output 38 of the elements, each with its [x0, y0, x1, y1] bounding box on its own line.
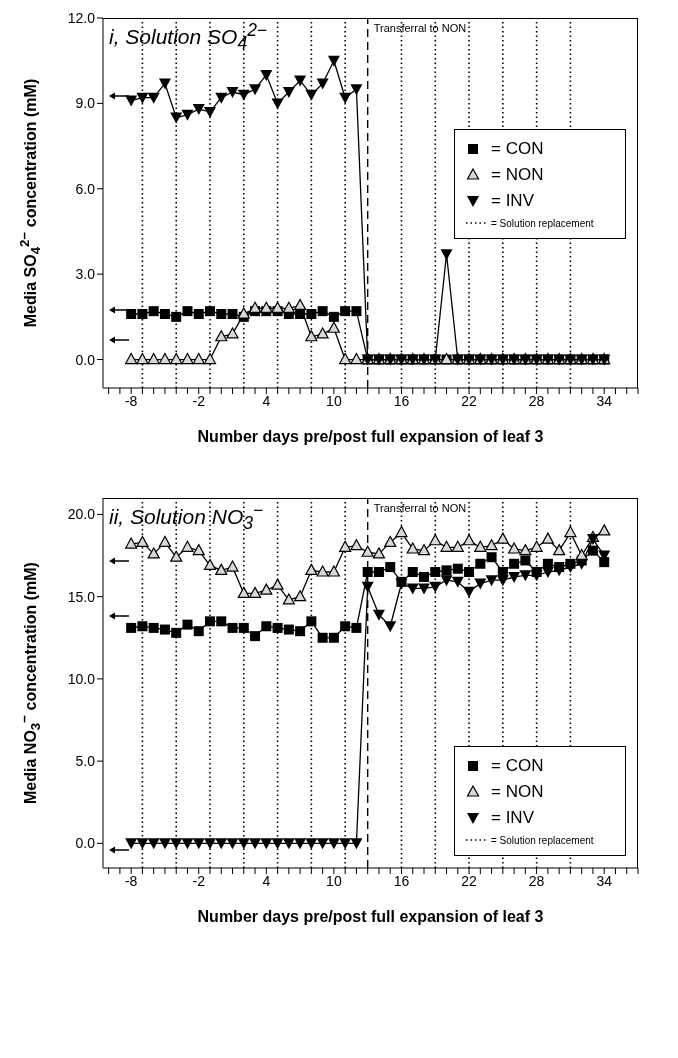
- y-tick-label: 0.0: [75, 835, 96, 852]
- x-tick-label: 10: [326, 872, 342, 889]
- x-axis-title: Number days pre/post full expansion of leaf 3: [196, 428, 545, 446]
- ref-line-label: Transferral to NON: [373, 21, 467, 34]
- annotation: = Solution replacement: [491, 835, 594, 846]
- legend-label: = NON: [491, 782, 544, 802]
- y-tick-label: 20.0: [67, 506, 96, 523]
- x-tick-label: 10: [326, 392, 342, 409]
- x-tick-label: 16: [393, 392, 410, 409]
- x-tick-label: 4: [262, 872, 271, 889]
- ref-line-label: Transferral to NON: [373, 501, 467, 514]
- legend-label: = INV: [491, 808, 534, 828]
- x-tick-label: -8: [124, 392, 138, 409]
- x-tick-label: 16: [393, 872, 410, 889]
- y-tick-label: 6.0: [75, 180, 96, 197]
- x-axis-title: Number days pre/post full expansion of leaf 3: [196, 908, 545, 926]
- x-tick-label: 28: [528, 392, 545, 409]
- x-tick-label: 22: [461, 392, 478, 409]
- y-tick-label: 0.0: [75, 351, 96, 368]
- legend-label: = NON: [491, 165, 544, 185]
- y-tick-label: 9.0: [75, 95, 96, 112]
- x-tick-label: -2: [192, 872, 206, 889]
- annotation: = Solution replacement: [491, 218, 594, 229]
- y-tick-label: 10.0: [67, 670, 96, 687]
- x-tick-label: -2: [192, 392, 206, 409]
- y-tick-label: 15.0: [67, 588, 96, 605]
- y-tick-label: 5.0: [75, 753, 96, 770]
- x-tick-label: 22: [461, 872, 478, 889]
- legend-label: = CON: [491, 139, 544, 159]
- x-tick-label: 34: [596, 392, 613, 409]
- x-tick-label: -8: [124, 872, 138, 889]
- x-tick-label: 28: [528, 872, 545, 889]
- x-tick-label: 4: [262, 392, 271, 409]
- legend-label: = INV: [491, 191, 534, 211]
- x-tick-label: 34: [596, 872, 613, 889]
- y-tick-label: 12.0: [67, 9, 96, 26]
- y-tick-label: 3.0: [75, 266, 96, 283]
- legend-label: = CON: [491, 756, 544, 776]
